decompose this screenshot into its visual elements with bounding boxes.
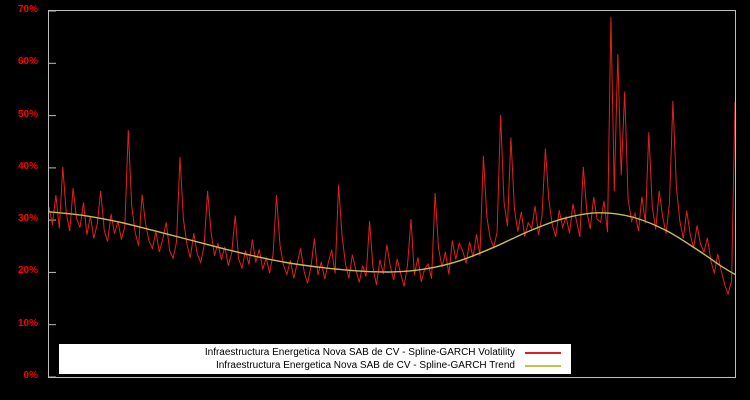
y-tick-label: 40% (17, 160, 38, 172)
legend-label-trend: Infraestructura Energetica Nova SAB de C… (215, 359, 515, 371)
legend: Infraestructura Energetica Nova SAB de C… (59, 344, 571, 374)
volatility-line-swatch (525, 351, 561, 354)
y-tick-label: 20% (17, 265, 38, 277)
trend-line-swatch (525, 364, 561, 367)
legend-label-volatility: Infraestructura Energetica Nova SAB de C… (204, 346, 515, 358)
y-tick-label: 0% (23, 370, 38, 381)
legend-item-volatility: Infraestructura Energetica Nova SAB de C… (69, 346, 561, 359)
volatility-line (49, 17, 735, 294)
legend-item-trend: Infraestructura Energetica Nova SAB de C… (69, 359, 561, 372)
plot-area: Infraestructura Energetica Nova SAB de C… (48, 10, 736, 378)
y-tick-label: 60% (17, 56, 38, 68)
y-tick-label: 30% (17, 213, 38, 225)
chart-canvas (49, 11, 735, 377)
trend-line (49, 212, 735, 275)
y-tick-label: 50% (17, 108, 38, 120)
y-tick-label: 10% (17, 317, 38, 329)
y-axis: 0% 10% 20% 30% 40% 50% 60% 70% (0, 0, 44, 400)
y-tick-label: 70% (17, 4, 38, 15)
